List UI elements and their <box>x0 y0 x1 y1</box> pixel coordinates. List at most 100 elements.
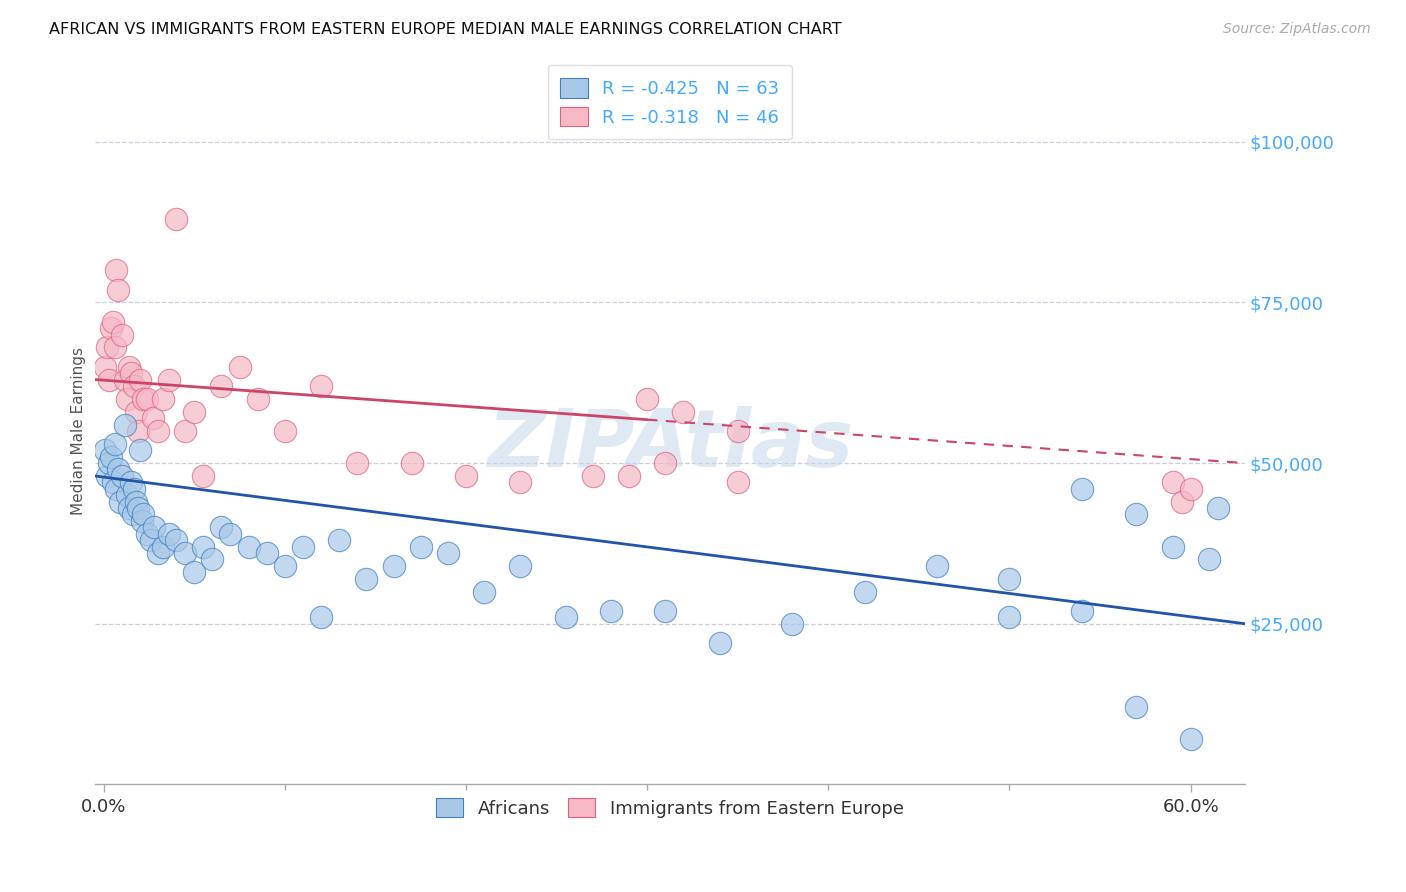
Point <box>709 636 731 650</box>
Point <box>328 533 350 548</box>
Point <box>108 494 131 508</box>
Point <box>998 610 1021 624</box>
Point <box>183 566 205 580</box>
Point <box>141 411 163 425</box>
Point <box>654 604 676 618</box>
Point <box>291 540 314 554</box>
Point <box>346 456 368 470</box>
Point <box>256 546 278 560</box>
Point <box>174 546 197 560</box>
Point <box>120 475 142 490</box>
Point <box>101 315 124 329</box>
Point <box>165 211 187 226</box>
Point <box>1071 604 1094 618</box>
Point <box>125 404 148 418</box>
Point <box>152 392 174 406</box>
Point <box>600 604 623 618</box>
Point <box>1071 482 1094 496</box>
Point <box>309 610 332 624</box>
Point <box>107 283 129 297</box>
Point <box>193 540 215 554</box>
Point <box>96 340 118 354</box>
Point <box>132 392 155 406</box>
Point <box>115 488 138 502</box>
Point <box>1161 475 1184 490</box>
Point <box>1180 482 1202 496</box>
Point <box>107 462 129 476</box>
Point <box>143 520 166 534</box>
Point <box>174 424 197 438</box>
Point <box>509 558 531 573</box>
Point <box>617 469 640 483</box>
Point <box>309 379 332 393</box>
Point <box>454 469 477 483</box>
Point <box>672 404 695 418</box>
Point <box>128 443 150 458</box>
Point <box>94 359 117 374</box>
Point <box>105 263 128 277</box>
Point <box>146 424 169 438</box>
Point <box>128 372 150 386</box>
Point <box>111 327 134 342</box>
Point <box>100 450 122 464</box>
Point <box>121 508 143 522</box>
Point <box>727 475 749 490</box>
Point <box>98 372 121 386</box>
Point <box>554 610 576 624</box>
Point <box>201 552 224 566</box>
Point <box>127 501 149 516</box>
Point <box>780 616 803 631</box>
Point <box>165 533 187 548</box>
Point <box>1170 494 1192 508</box>
Point <box>246 392 269 406</box>
Point <box>1161 540 1184 554</box>
Point <box>209 520 232 534</box>
Point <box>853 584 876 599</box>
Point <box>152 540 174 554</box>
Point <box>509 475 531 490</box>
Point <box>382 558 405 573</box>
Point <box>157 526 180 541</box>
Point <box>998 572 1021 586</box>
Point <box>105 482 128 496</box>
Y-axis label: Median Male Earnings: Median Male Earnings <box>72 347 86 515</box>
Point <box>209 379 232 393</box>
Point <box>925 558 948 573</box>
Point <box>1180 732 1202 747</box>
Point <box>114 417 136 432</box>
Point <box>219 526 242 541</box>
Point <box>1125 700 1147 714</box>
Point <box>472 584 495 599</box>
Point <box>96 469 118 483</box>
Point <box>636 392 658 406</box>
Point <box>437 546 460 560</box>
Point <box>193 469 215 483</box>
Point <box>125 494 148 508</box>
Point <box>118 359 141 374</box>
Text: ZIPAtlas: ZIPAtlas <box>486 406 853 484</box>
Text: Source: ZipAtlas.com: Source: ZipAtlas.com <box>1223 22 1371 37</box>
Point <box>131 514 153 528</box>
Point <box>111 469 134 483</box>
Point <box>401 456 423 470</box>
Point <box>118 501 141 516</box>
Point <box>228 359 250 374</box>
Point <box>114 372 136 386</box>
Point <box>100 321 122 335</box>
Point <box>136 392 159 406</box>
Point <box>120 366 142 380</box>
Point <box>146 546 169 560</box>
Point <box>409 540 432 554</box>
Point <box>136 526 159 541</box>
Point <box>274 424 297 438</box>
Point <box>103 437 125 451</box>
Point <box>582 469 605 483</box>
Point <box>101 475 124 490</box>
Point <box>115 392 138 406</box>
Point <box>139 533 162 548</box>
Point <box>727 424 749 438</box>
Point <box>132 508 155 522</box>
Legend: Africans, Immigrants from Eastern Europe: Africans, Immigrants from Eastern Europe <box>429 790 911 825</box>
Text: AFRICAN VS IMMIGRANTS FROM EASTERN EUROPE MEDIAN MALE EARNINGS CORRELATION CHART: AFRICAN VS IMMIGRANTS FROM EASTERN EUROP… <box>49 22 842 37</box>
Point <box>356 572 378 586</box>
